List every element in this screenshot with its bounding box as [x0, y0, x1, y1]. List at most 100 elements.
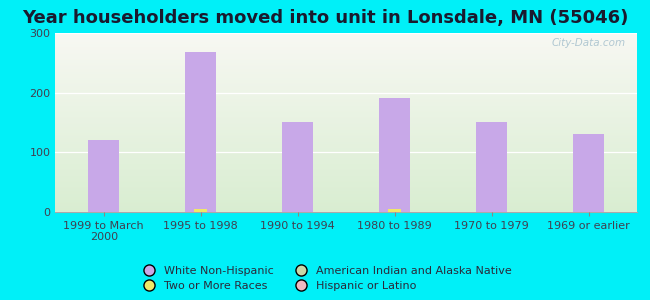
Bar [55, 61, 637, 63]
Bar [55, 69, 637, 70]
Bar [55, 33, 637, 34]
Bar [55, 186, 637, 188]
Bar [55, 95, 637, 97]
Bar [55, 40, 637, 42]
Bar [55, 188, 637, 189]
Bar [55, 202, 637, 204]
Bar [55, 54, 637, 55]
Bar [55, 210, 637, 212]
Bar [55, 161, 637, 162]
Bar [55, 194, 637, 195]
Bar [55, 67, 637, 69]
Bar [55, 133, 637, 134]
Bar [55, 134, 637, 136]
Bar [55, 45, 637, 46]
Bar [55, 46, 637, 48]
Bar [55, 130, 637, 131]
Bar [55, 176, 637, 177]
Bar [389, 209, 401, 212]
Bar [55, 164, 637, 165]
Bar [55, 192, 637, 194]
Bar [55, 167, 637, 168]
Bar [55, 110, 637, 112]
Bar [55, 107, 637, 109]
Bar [55, 73, 637, 75]
Bar [55, 191, 637, 192]
Bar [55, 157, 637, 158]
Bar [55, 140, 637, 142]
Bar [55, 146, 637, 148]
Bar [55, 125, 637, 127]
Bar [55, 145, 637, 146]
Bar [282, 122, 313, 212]
Bar [55, 148, 637, 149]
Bar [55, 112, 637, 113]
Bar [55, 143, 637, 145]
Bar [55, 101, 637, 103]
Bar [55, 185, 637, 186]
Bar [55, 100, 637, 101]
Bar [55, 106, 637, 107]
Bar [55, 66, 637, 67]
Bar [55, 119, 637, 121]
Bar [55, 113, 637, 115]
Bar [55, 91, 637, 92]
Bar [55, 92, 637, 94]
Bar [55, 38, 637, 39]
Bar [55, 139, 637, 140]
Bar [55, 168, 637, 170]
Bar [55, 201, 637, 202]
Bar [55, 179, 637, 180]
Bar [55, 51, 637, 52]
Bar [55, 122, 637, 124]
Bar [55, 48, 637, 50]
Bar [55, 78, 637, 79]
Bar [55, 87, 637, 88]
Bar [55, 118, 637, 119]
Bar [55, 158, 637, 159]
Bar [55, 170, 637, 171]
Bar [55, 182, 637, 183]
Bar [55, 124, 637, 125]
Bar [55, 36, 637, 38]
Bar [55, 155, 637, 157]
Bar [55, 64, 637, 66]
Bar [55, 52, 637, 54]
Bar [55, 204, 637, 206]
Bar [55, 79, 637, 81]
Bar [55, 171, 637, 173]
Legend: White Non-Hispanic, Two or More Races, American Indian and Alaska Native, Hispan: White Non-Hispanic, Two or More Races, A… [135, 262, 515, 294]
Bar [55, 94, 637, 95]
Bar [55, 137, 637, 139]
Bar [55, 115, 637, 116]
Bar [55, 44, 637, 45]
Bar [55, 85, 637, 87]
Bar [55, 180, 637, 182]
Bar [194, 209, 207, 212]
Bar [55, 57, 637, 58]
Bar [185, 52, 216, 212]
Text: City-Data.com: City-Data.com [551, 38, 625, 48]
Bar [55, 189, 637, 191]
Bar [55, 60, 637, 61]
Bar [55, 116, 637, 118]
Text: Year householders moved into unit in Lonsdale, MN (55046): Year householders moved into unit in Lon… [22, 9, 628, 27]
Bar [55, 42, 637, 44]
Bar [55, 76, 637, 78]
Bar [55, 152, 637, 154]
Bar [55, 131, 637, 133]
Bar [55, 195, 637, 196]
Bar [55, 109, 637, 110]
Bar [55, 39, 637, 40]
Bar [55, 206, 637, 207]
Bar [379, 98, 410, 212]
Bar [55, 72, 637, 73]
Bar [55, 103, 637, 104]
Bar [55, 81, 637, 82]
Bar [55, 207, 637, 208]
Bar [55, 82, 637, 84]
Bar [55, 97, 637, 98]
Bar [55, 70, 637, 72]
Bar [55, 151, 637, 152]
Bar [55, 200, 637, 201]
